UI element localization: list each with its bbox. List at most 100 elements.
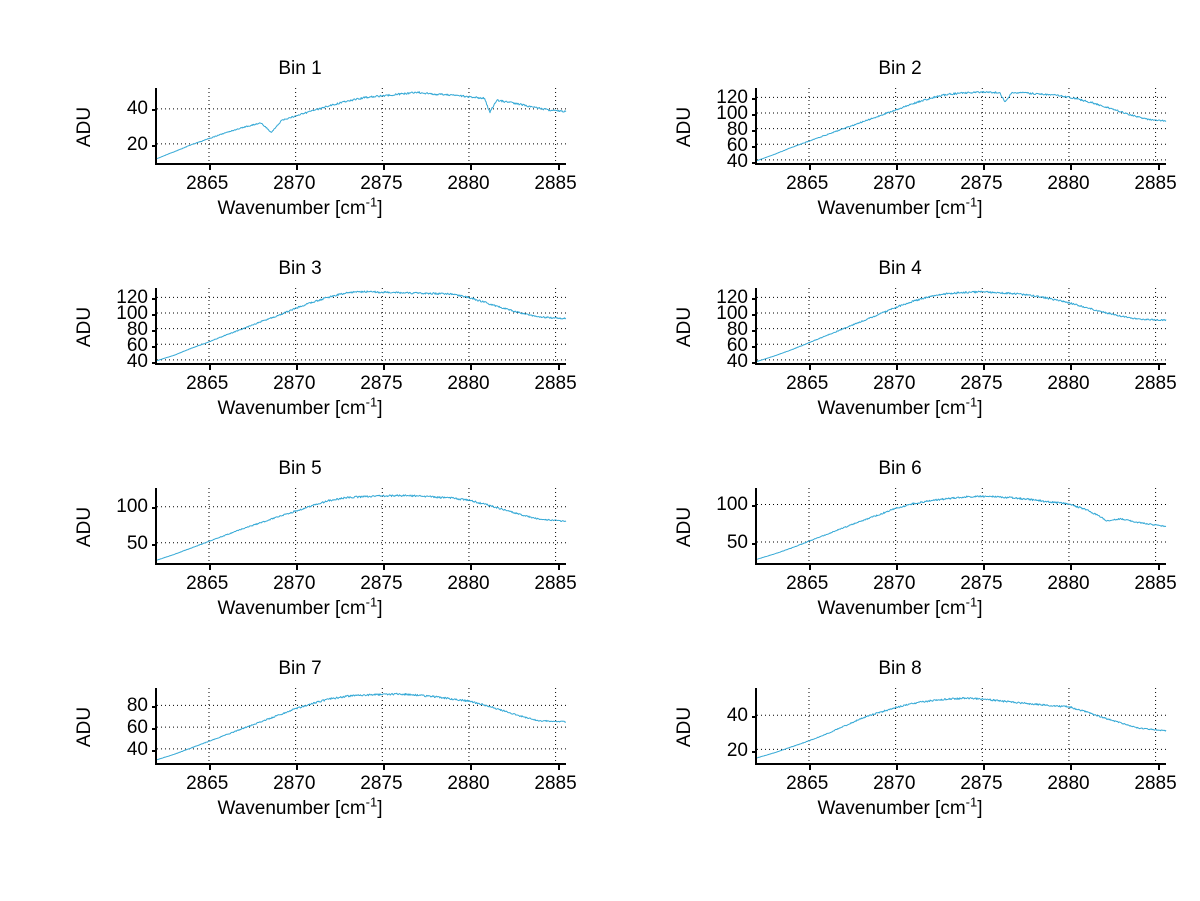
x-tick-label: 2865 bbox=[186, 573, 229, 594]
plot-svg bbox=[757, 688, 1166, 763]
x-tick-label: 2880 bbox=[447, 373, 490, 394]
y-tick-mark bbox=[752, 751, 757, 753]
x-axis-label-tail: ] bbox=[977, 598, 983, 619]
x-tick-mark bbox=[557, 165, 560, 170]
y-tick-mark bbox=[152, 145, 157, 148]
x-axis-label-exponent: -1 bbox=[965, 394, 978, 410]
y-tick-mark bbox=[152, 329, 157, 332]
x-tick-label: 2880 bbox=[1047, 373, 1090, 394]
x-tick-label: 2865 bbox=[786, 573, 829, 594]
y-axis-label: ADU bbox=[674, 706, 695, 747]
y-tick-mark bbox=[752, 97, 757, 100]
y-axis-label: ADU bbox=[74, 706, 95, 747]
x-axis-label-tail: ] bbox=[377, 598, 383, 619]
x-tick-mark bbox=[557, 365, 560, 370]
x-tick-label: 2875 bbox=[360, 373, 403, 394]
y-tick-label: 40 bbox=[726, 150, 748, 172]
x-tick-label: 2880 bbox=[447, 173, 490, 194]
x-tick-label: 2880 bbox=[1047, 173, 1090, 194]
subplot-panel: Bin 1 2865 2870 2875 2880 2885 20 40 ADU Wavenumb… bbox=[0, 50, 600, 250]
x-tick-mark bbox=[209, 165, 212, 170]
spectrum-line bbox=[757, 697, 1166, 757]
x-axis-label-exponent: -1 bbox=[965, 194, 978, 210]
subplot-panel: Bin 3 2865 2870 2875 2880 2885 40 60 80 100 120 ADU… bbox=[0, 250, 600, 450]
plot-svg bbox=[757, 488, 1166, 563]
y-tick-label: 100 bbox=[116, 302, 148, 324]
x-tick-label: 2875 bbox=[360, 573, 403, 594]
y-axis-label: ADU bbox=[674, 306, 695, 347]
x-axis-label-tail: ] bbox=[377, 798, 383, 819]
x-tick-mark bbox=[983, 765, 986, 770]
x-tick-mark bbox=[1070, 765, 1073, 770]
x-tick-mark bbox=[896, 765, 899, 770]
x-tick-mark bbox=[470, 165, 473, 170]
x-tick-label: 2885 bbox=[1134, 773, 1177, 794]
spectrum-line bbox=[757, 91, 1166, 160]
y-tick-label: 40 bbox=[126, 350, 148, 372]
x-axis-label-tail: ] bbox=[977, 398, 983, 419]
y-tick-mark bbox=[752, 161, 757, 164]
x-tick-label: 2875 bbox=[960, 573, 1003, 594]
y-axis-label: ADU bbox=[674, 106, 695, 147]
y-tick-mark bbox=[152, 728, 157, 731]
y-tick-label: 80 bbox=[126, 318, 148, 340]
x-axis-label-exponent: -1 bbox=[965, 594, 978, 610]
x-tick-label: 2870 bbox=[873, 773, 916, 794]
x-tick-mark bbox=[383, 365, 386, 370]
y-tick-mark bbox=[752, 329, 757, 332]
x-tick-label: 2875 bbox=[360, 773, 403, 794]
y-tick-mark bbox=[752, 313, 757, 316]
y-tick-mark bbox=[152, 109, 157, 112]
spectrum-line bbox=[157, 291, 566, 361]
x-tick-mark bbox=[809, 165, 812, 170]
y-tick-mark bbox=[752, 716, 757, 718]
x-tick-label: 2885 bbox=[534, 373, 577, 394]
x-tick-mark bbox=[896, 565, 899, 570]
y-tick-mark bbox=[152, 345, 157, 348]
y-tick-label: 60 bbox=[126, 334, 148, 356]
x-tick-mark bbox=[809, 365, 812, 370]
y-tick-mark bbox=[752, 361, 757, 364]
x-tick-label: 2865 bbox=[186, 773, 229, 794]
x-axis-label-exponent: -1 bbox=[365, 194, 378, 210]
x-axis-label-main: Wavenumber [cm bbox=[817, 598, 966, 619]
subplot-title: Bin 4 bbox=[878, 258, 922, 279]
x-tick-label: 2870 bbox=[873, 573, 916, 594]
x-axis-label-main: Wavenumber [cm bbox=[217, 398, 366, 419]
x-tick-label: 2870 bbox=[273, 573, 316, 594]
y-axis-label: ADU bbox=[74, 306, 95, 347]
x-tick-label: 2885 bbox=[1134, 173, 1177, 194]
x-tick-label: 2880 bbox=[447, 773, 490, 794]
y-tick-label: 100 bbox=[716, 493, 748, 515]
x-tick-label: 2885 bbox=[1134, 573, 1177, 594]
plot-svg bbox=[757, 288, 1166, 363]
subplot-panel: Bin 6 2865 2870 2875 2880 2885 50 100 ADU Wavenum… bbox=[600, 450, 1200, 650]
grid-lines bbox=[157, 488, 566, 563]
plot-area bbox=[152, 688, 566, 770]
y-tick-label: 60 bbox=[726, 334, 748, 356]
x-tick-label: 2865 bbox=[786, 173, 829, 194]
x-tick-label: 2885 bbox=[534, 173, 577, 194]
x-axis-label: Wavenumber [cm-1] bbox=[600, 394, 1200, 420]
x-axis-label-exponent: -1 bbox=[365, 594, 378, 610]
x-tick-label: 2875 bbox=[960, 173, 1003, 194]
y-tick-label: 60 bbox=[726, 134, 748, 156]
y-tick-mark bbox=[152, 297, 157, 300]
x-tick-mark bbox=[1157, 565, 1160, 570]
x-tick-label: 2885 bbox=[534, 573, 577, 594]
x-tick-mark bbox=[209, 765, 212, 770]
plot-area bbox=[152, 488, 566, 570]
plot-area bbox=[752, 88, 1166, 170]
x-tick-label: 2865 bbox=[186, 173, 229, 194]
y-tick-label: 120 bbox=[116, 286, 148, 308]
x-tick-mark bbox=[896, 365, 899, 370]
y-tick-label: 60 bbox=[126, 717, 148, 739]
x-axis-label-main: Wavenumber [cm bbox=[817, 398, 966, 419]
y-tick-label: 20 bbox=[726, 740, 748, 761]
x-tick-mark bbox=[1070, 165, 1073, 170]
x-tick-mark bbox=[1070, 565, 1073, 570]
y-tick-mark bbox=[152, 507, 157, 510]
x-tick-label: 2880 bbox=[447, 573, 490, 594]
y-tick-label: 40 bbox=[126, 739, 148, 761]
